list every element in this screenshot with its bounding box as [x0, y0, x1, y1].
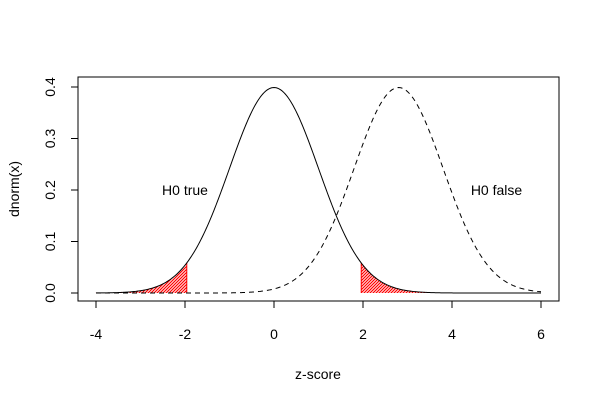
y-tick-label: 0.3 [42, 129, 58, 149]
x-tick-label: -4 [90, 326, 103, 342]
series-line-1 [96, 87, 542, 294]
y-tick-label: 0.4 [42, 77, 58, 97]
x-tick-label: 0 [270, 326, 278, 342]
series-line-0 [95, 87, 541, 294]
y-tick-label: 0.0 [42, 283, 58, 303]
annotation-label: H0 false [471, 182, 523, 198]
x-tick-label: 2 [359, 326, 367, 342]
annotation-label: H0 true [162, 182, 208, 198]
x-axis-label: z-score [295, 366, 341, 382]
x-tick-label: 4 [448, 326, 456, 342]
shaded-region-0 [96, 262, 187, 293]
y-axis-label: dnorm(x) [6, 161, 22, 217]
x-tick-label: 6 [537, 326, 545, 342]
shaded-region-1 [361, 262, 541, 293]
y-tick-label: 0.2 [42, 180, 58, 200]
y-tick-label: 0.1 [42, 232, 58, 252]
x-tick-label: -2 [179, 326, 192, 342]
